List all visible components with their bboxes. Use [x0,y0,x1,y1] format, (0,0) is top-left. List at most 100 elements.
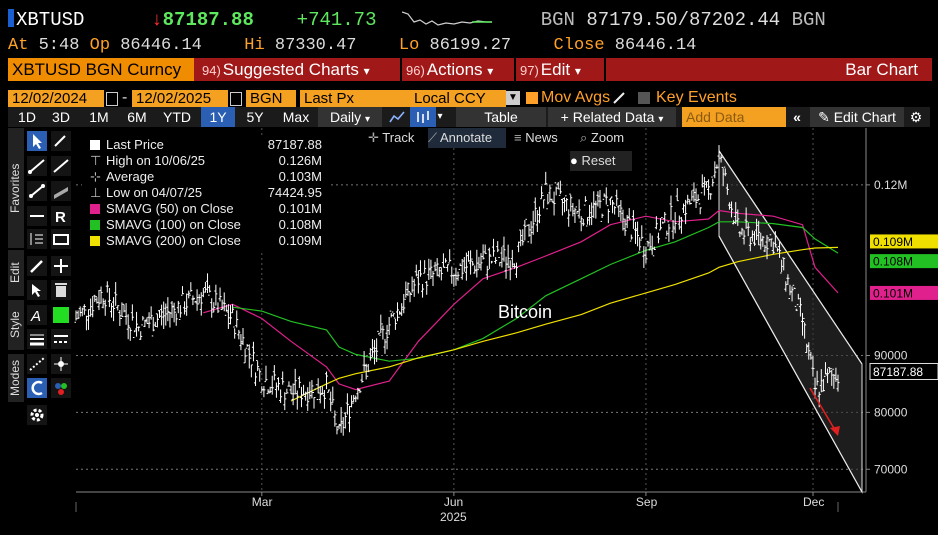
pointer-icon[interactable] [27,131,47,151]
settings-gear-icon[interactable] [27,405,47,425]
palette-icon[interactable] [51,378,71,398]
line-style-icon[interactable] [51,329,71,349]
end-date-input[interactable]: 12/02/2025 [132,90,228,107]
dotted-line-icon[interactable] [27,354,47,374]
ask-source: BGN [791,9,826,31]
actions-menu[interactable]: 96) Actions ▾ [400,58,518,81]
security-field[interactable]: XBTUSD BGN Curncy [8,58,194,81]
legend-sma100[interactable]: SMAVG (100) on Close [90,217,241,233]
legend-swatch [90,220,100,230]
text-tool-icon[interactable]: R [51,206,71,226]
key-events-label: Key Events [656,89,737,106]
fib-icon[interactable] [27,229,47,249]
segment-icon[interactable] [27,181,47,201]
gear-icon[interactable]: ⚙ [909,109,923,125]
mov-avgs-checkbox[interactable] [526,92,538,104]
edit-menu[interactable]: 97) Edit ▾ [514,58,606,81]
y-tick-label: 90000 [874,349,908,363]
annotation-arrow [809,387,836,431]
caret-down-icon: ▾ [658,114,664,125]
calendar-icon[interactable] [106,92,118,106]
period-1y[interactable]: 1Y [201,107,235,127]
legend-label: SMAVG (100) on Close [106,217,241,232]
legend-label: SMAVG (50) on Close [106,201,234,216]
color-picker-icon[interactable] [51,305,71,325]
trash-icon[interactable] [51,280,71,300]
add-data-input[interactable]: Add Data [682,107,786,127]
pencil-icon[interactable] [612,91,626,105]
last-price: 87187.88 [162,9,254,31]
annotate-button[interactable]: ⟋ Annotate [428,128,506,148]
calendar-icon[interactable] [230,92,242,106]
period-3d[interactable]: 3D [52,109,70,125]
select-arrow-icon[interactable] [27,280,47,300]
command-menubar: XBTUSD BGN Curncy 94) Suggested Charts ▾ … [8,58,932,81]
magnet-icon[interactable] [27,378,47,398]
menu-label: Actions [426,60,483,79]
x-year-label: 2025 [440,510,467,524]
horizontal-line-icon[interactable] [27,206,47,226]
menu-number: 94) [202,63,221,78]
pricing-source-input[interactable]: BGN [246,90,296,107]
related-data-button[interactable]: + Related Data ▾ [548,107,676,127]
legend-last-price[interactable]: Last Price [90,137,164,153]
legend-swatch [90,204,100,214]
news-button[interactable]: ≡ News [514,128,568,148]
ray-icon[interactable] [51,156,71,176]
down-arrow-icon: ↓ [151,9,163,31]
average-marker-icon: ⊹ [90,169,101,184]
tab-favorites[interactable]: Favorites [8,128,24,248]
sma200-tag-bg [870,234,938,249]
menu-label: Edit [540,60,571,79]
suggested-charts-menu[interactable]: 94) Suggested Charts ▾ [198,58,400,81]
currency-select[interactable]: Local CCY [410,90,506,107]
period-ytd[interactable]: YTD [163,109,191,125]
mov-avgs-label: Mov Avgs [541,89,611,106]
menu-label: Suggested Charts [222,60,359,79]
line-weight-icon[interactable] [27,329,47,349]
low-marker-icon: ⊥ [90,185,102,200]
pen-tool-icon[interactable] [51,131,71,151]
channel-icon[interactable] [51,181,71,201]
period-6m[interactable]: 6M [127,109,147,125]
period-5y[interactable]: 5Y [246,109,264,125]
legend-sma50[interactable]: SMAVG (50) on Close [90,201,234,217]
caret-down-icon[interactable]: ▾ [437,111,443,122]
start-date-input[interactable]: 12/02/2024 [8,90,104,107]
period-1m[interactable]: 1M [89,109,109,125]
tab-style[interactable]: Style [8,300,24,350]
period-max[interactable]: Max [282,109,310,125]
field-select[interactable]: Last Px [300,90,410,107]
reset-button[interactable]: ● Reset [570,151,632,171]
line-chart-icon[interactable] [388,107,406,127]
collapse-icon[interactable]: « [793,109,801,125]
bar-chart-icon[interactable] [410,107,436,127]
table-button[interactable]: Table [456,107,546,127]
trendline-icon[interactable] [27,156,47,176]
open-price: 86446.14 [120,36,202,55]
period-1d[interactable]: 1D [18,109,36,125]
legend-value: 0.126M [278,153,322,168]
legend-value: 0.101M [278,201,322,216]
track-button[interactable]: ✛ Track [368,128,422,148]
crosshair-icon[interactable] [51,354,71,374]
key-events-checkbox[interactable] [638,92,650,104]
frequency-select[interactable]: Daily ▾ [318,107,382,127]
chart-toolbar: 1D 3D 1M 6M YTD 1Y 5Y Max Daily ▾ ▾ Tabl… [8,107,930,127]
edit-chart-button[interactable]: ✎ Edit Chart [810,107,904,127]
tab-modes[interactable]: Modes [8,354,24,402]
close-price: 86446.14 [614,36,697,55]
move-icon[interactable] [51,256,71,276]
sma100-tag: 0.108M [873,255,913,269]
caret-down-icon[interactable]: ▼ [506,91,520,105]
brush-icon[interactable] [27,256,47,276]
tab-edit[interactable]: Edit [8,250,24,296]
legend-sma200[interactable]: SMAVG (200) on Close [90,233,241,249]
chart-legend: Last Price 87187.88 ⊤ High on 10/06/25 0.… [82,135,330,253]
rectangle-icon[interactable] [51,229,71,249]
low-price: 86199.27 [429,36,512,55]
track-label: Track [382,130,415,145]
font-icon[interactable]: A [27,305,47,325]
zoom-button[interactable]: ⌕ Zoom [580,128,632,148]
